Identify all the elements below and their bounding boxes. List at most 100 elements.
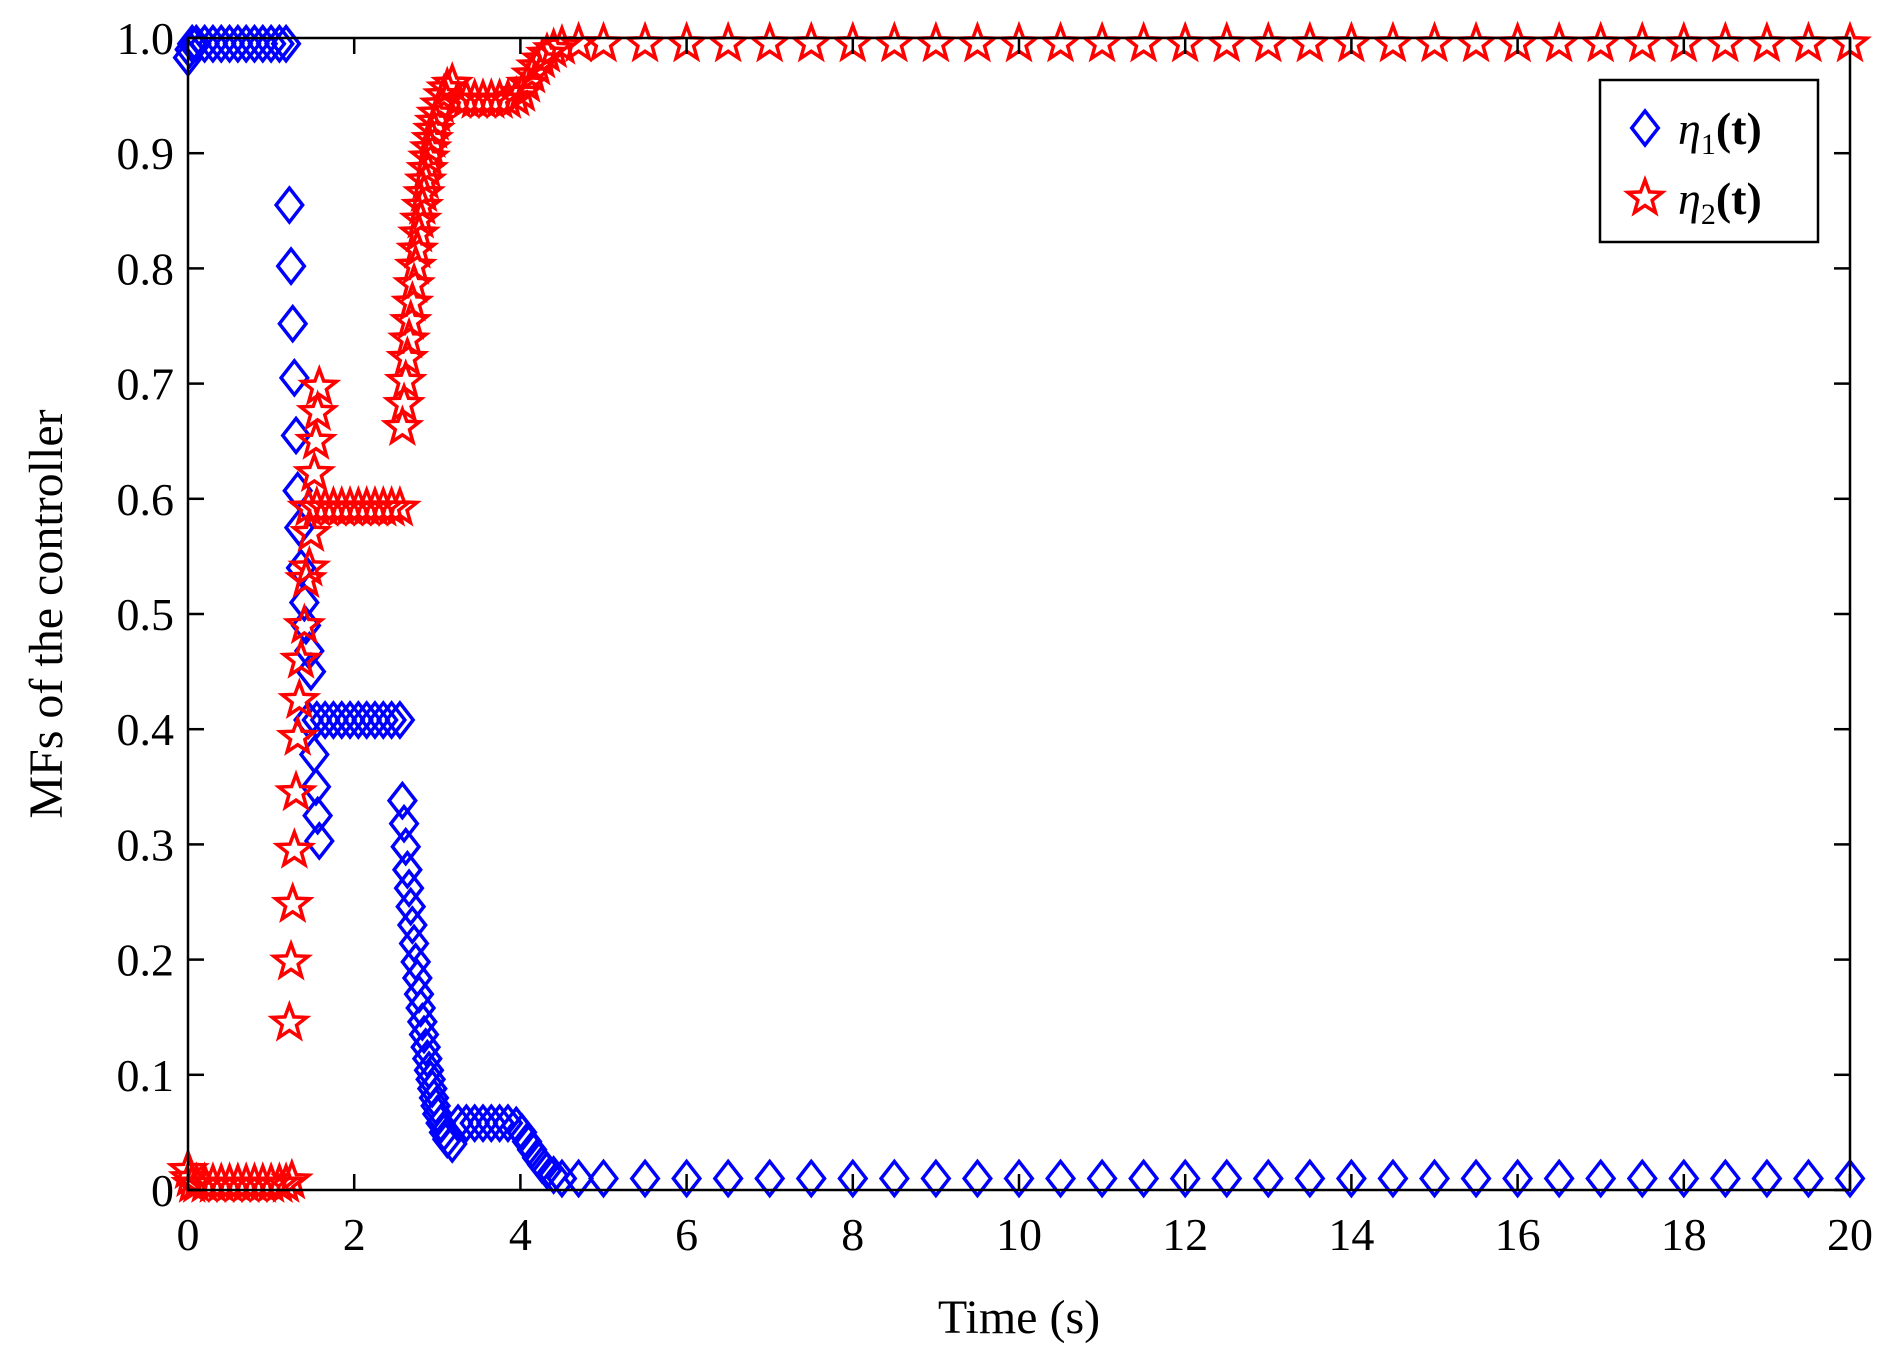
eta2-data-point: [270, 881, 315, 923]
x-tick-label: 8: [841, 1209, 864, 1260]
y-tick-label: 0.2: [117, 935, 175, 986]
eta1-data-point: [421, 1094, 453, 1134]
series-1-marks: [172, 23, 1866, 1199]
legend-eta1-symbol: η: [1678, 103, 1701, 154]
eta1-data-point: [1792, 1158, 1824, 1199]
eta1-data-point: [837, 1158, 869, 1199]
y-tick-label: 0.9: [117, 128, 175, 179]
eta1-data-point: [275, 246, 307, 286]
eta2-data-point: [269, 938, 313, 981]
y-axis-label: MFs of the controller: [20, 409, 73, 818]
eta1-data-point: [1086, 1158, 1118, 1199]
eta2-data-point: [267, 999, 312, 1042]
eta1-data-point: [795, 1158, 827, 1199]
eta1-data-point: [961, 1158, 993, 1199]
eta2-data-point: [269, 1157, 314, 1200]
legend-entry-eta1: η1(t): [1629, 103, 1762, 161]
y-tick-label: 0.7: [117, 359, 175, 410]
eta2-data-point: [400, 183, 445, 225]
eta1-data-point: [531, 1150, 563, 1191]
eta1-data-point: [390, 826, 422, 867]
legend-eta2-argument: (t): [1716, 173, 1762, 224]
legend-star-shape: [1623, 174, 1667, 217]
eta2-data-point: [274, 769, 318, 812]
eta1-data-point: [1128, 1158, 1160, 1199]
eta1-data-point: [1003, 1158, 1035, 1199]
eta1-data-point: [1252, 1158, 1284, 1199]
eta2-data-point: [382, 381, 426, 423]
x-tick-label: 10: [996, 1209, 1042, 1260]
legend-diamond-shape: [1629, 108, 1661, 148]
legend-diamond-marker: [1629, 108, 1661, 148]
eta1-data-point: [273, 185, 305, 225]
x-tick-label: 16: [1495, 1209, 1541, 1260]
eta1-data-point: [1751, 1158, 1783, 1199]
eta2-data-point: [295, 389, 340, 432]
x-tick-label: 4: [509, 1209, 532, 1260]
eta2-data-point: [287, 544, 332, 587]
legend: η1(t) η2(t): [1598, 78, 1820, 244]
eta1-data-point: [1460, 1158, 1492, 1199]
eta1-data-point: [1211, 1158, 1243, 1199]
eta1-data-point: [1419, 1158, 1450, 1199]
eta1-data-point: [1502, 1158, 1534, 1199]
legend-label-eta1: η1(t): [1678, 103, 1762, 161]
y-tick-label: 0.1: [117, 1050, 175, 1101]
eta1-data-point: [1045, 1158, 1077, 1199]
eta1-data-point: [405, 988, 437, 1028]
eta1-data-point: [920, 1158, 952, 1199]
eta1-data-point: [410, 1027, 442, 1067]
eta1-data-point: [295, 651, 327, 692]
eta1-data-point: [712, 1158, 744, 1199]
eta1-data-point: [563, 1158, 595, 1199]
eta1-data-point: [1169, 1158, 1201, 1199]
y-tick-label: 0: [151, 1165, 174, 1216]
eta1-data-point: [1668, 1158, 1700, 1199]
eta1-data-point: [277, 303, 309, 344]
eta1-data-point: [395, 886, 427, 927]
tick-labels: 0 2 4 6 8 10 12 14 16 18 2000.10.20.30.40.50.60.70…: [117, 13, 1874, 1260]
eta2-data-point: [279, 637, 323, 679]
legend-eta1-argument: (t): [1716, 103, 1762, 154]
eta2-data-point: [540, 23, 584, 65]
eta1-data-point: [1626, 1158, 1658, 1199]
eta2-data-point: [397, 210, 441, 253]
eta2-data-point: [380, 404, 425, 447]
eta2-data-point: [430, 61, 475, 103]
axis-ticks: [186, 36, 1852, 1192]
eta1-data-point: [391, 849, 423, 890]
eta1-data-point: [1543, 1158, 1575, 1199]
eta1-data-point: [754, 1158, 786, 1199]
eta1-data-point: [420, 1086, 452, 1126]
eta1-data-point: [384, 700, 416, 740]
y-tick-label: 0.5: [117, 589, 175, 640]
eta1-data-point: [492, 1103, 524, 1144]
x-tick-label: 0: [177, 1209, 200, 1260]
legend-eta2-subscript: 2: [1701, 198, 1716, 231]
eta1-data-point: [388, 803, 420, 844]
x-tick-label: 2: [343, 1209, 366, 1260]
legend-eta2-symbol: η: [1678, 173, 1701, 224]
legend-star-marker: [1623, 174, 1667, 217]
legend-entry-eta2: η2(t): [1623, 173, 1762, 231]
eta1-data-point: [288, 582, 320, 623]
legend-box: [1598, 78, 1820, 244]
y-tick-label: 1.0: [117, 13, 175, 64]
eta1-data-point: [300, 766, 332, 807]
series-2-marks: [166, 20, 1872, 1203]
y-tick-label: 0.3: [117, 819, 175, 870]
eta1-data-point: [278, 357, 310, 398]
eta1-data-point: [406, 1001, 438, 1042]
x-tick-label: 14: [1328, 1209, 1374, 1260]
x-tick-label: 20: [1827, 1209, 1873, 1260]
eta1-data-point: [376, 700, 408, 740]
y-tick-label: 0.8: [117, 243, 175, 294]
eta2-data-point: [377, 484, 422, 527]
eta1-data-point: [393, 868, 425, 909]
eta2-data-point: [402, 170, 446, 213]
eta1-data-point: [1294, 1158, 1326, 1199]
eta2-data-point: [292, 450, 337, 493]
x-tick-label: 18: [1661, 1209, 1707, 1260]
eta1-data-point: [671, 1158, 703, 1199]
